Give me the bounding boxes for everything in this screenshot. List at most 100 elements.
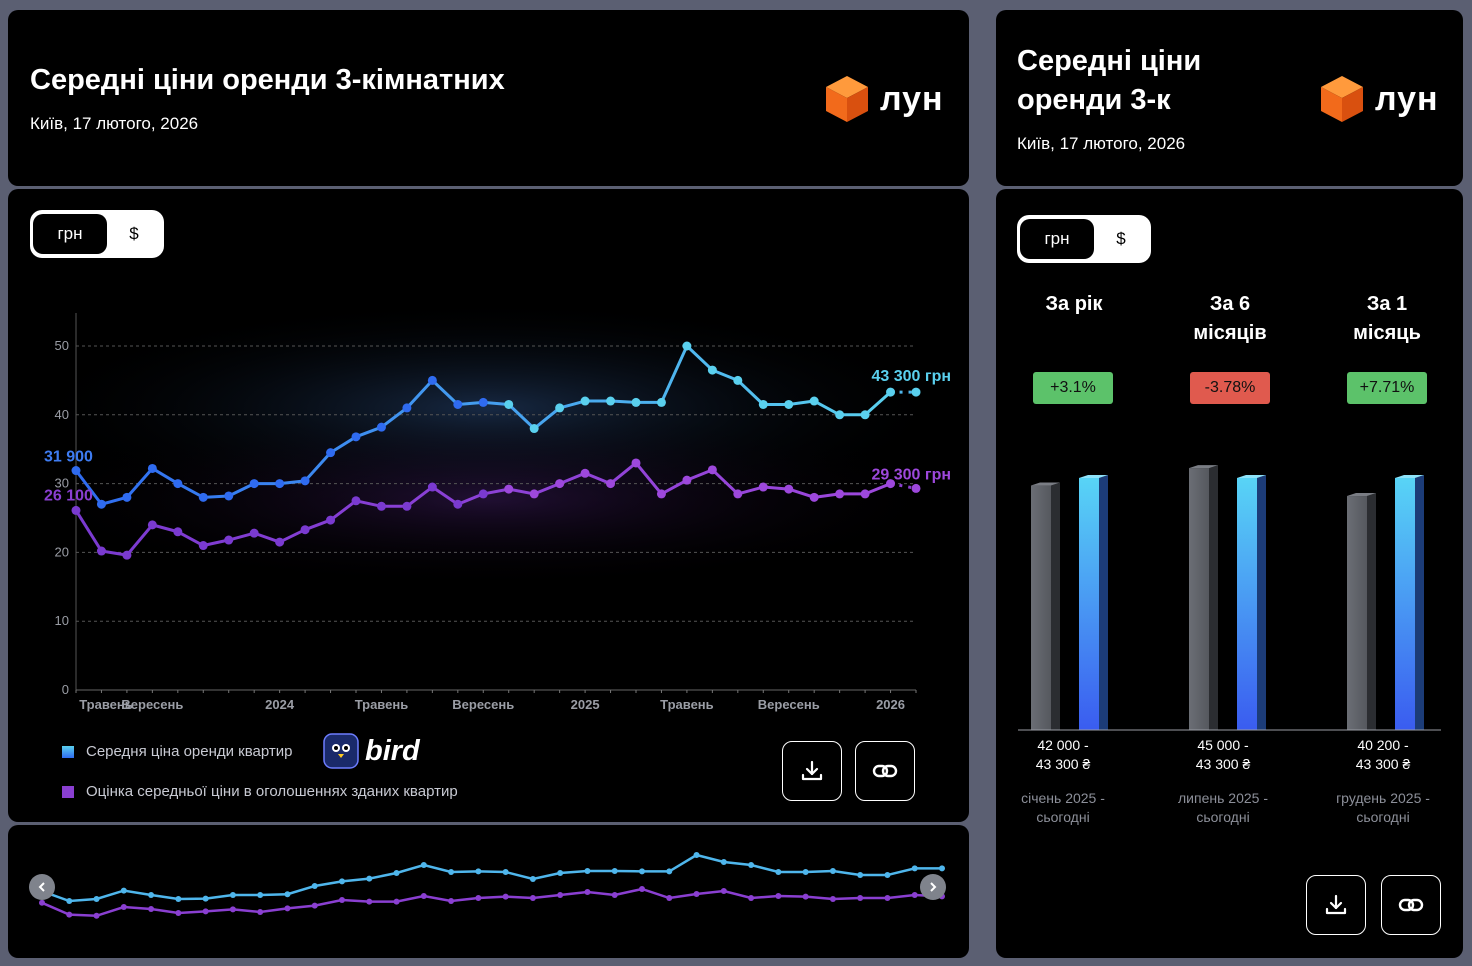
mini-data-point <box>66 898 73 904</box>
mini-data-point <box>175 896 182 902</box>
toggle-usd[interactable]: $ <box>129 224 139 243</box>
mini-data-point <box>720 859 727 865</box>
mini-line-chart[interactable] <box>8 825 969 958</box>
legend-item-estimate[interactable]: Оцінка середньої ціни в оголошеннях здан… <box>62 783 458 800</box>
data-point <box>71 505 81 515</box>
bar-new-top <box>1237 474 1266 478</box>
data-point <box>275 479 285 489</box>
data-point <box>478 397 488 407</box>
data-point <box>402 403 412 413</box>
toggle-uah[interactable]: грн <box>33 214 107 254</box>
mini-data-point <box>257 909 264 915</box>
mini-data-point <box>475 895 482 901</box>
legend-item-avg-rent[interactable]: Середня ціна оренди квартир <box>62 743 293 760</box>
data-point <box>249 479 259 489</box>
mini-data-point <box>175 910 182 916</box>
x-tick-label: Вересень <box>452 697 514 712</box>
data-point <box>682 475 692 485</box>
share-link-button[interactable] <box>855 741 915 801</box>
mini-data-point <box>584 889 591 895</box>
mini-data-point <box>229 892 236 898</box>
toggle-uah[interactable]: грн <box>1020 219 1094 259</box>
range-1m: 40 200 -43 300 ₴ <box>1355 737 1411 772</box>
x-tick-label: Травень <box>660 697 714 712</box>
data-point <box>351 432 361 442</box>
period-year: січень 2025 - сьогодні <box>1021 790 1105 825</box>
header-card-left: Середні ціни оренди 3-кімнатних Київ, 17… <box>8 10 969 186</box>
data-point <box>122 492 132 502</box>
data-point <box>758 399 768 409</box>
data-point <box>224 491 234 501</box>
bar-new-side <box>1415 474 1424 730</box>
page-title-right-line1: Середні ціни <box>1017 45 1202 77</box>
toggle-usd[interactable]: $ <box>1116 229 1126 248</box>
bar-old-value <box>1031 485 1051 730</box>
scroll-right-button[interactable] <box>920 874 946 900</box>
share-link-button-right[interactable] <box>1381 875 1441 935</box>
mini-data-point <box>93 896 100 902</box>
y-tick-label: 0 <box>62 682 69 697</box>
logo-text: лун <box>880 79 944 118</box>
download-button[interactable] <box>782 741 842 801</box>
mini-data-point <box>475 868 482 875</box>
range-navigator[interactable] <box>8 825 969 958</box>
download-button-right[interactable] <box>1306 875 1366 935</box>
mini-series-line <box>41 887 943 918</box>
data-point <box>580 468 590 478</box>
mini-data-point <box>420 862 427 868</box>
data-point <box>911 387 921 397</box>
data-point <box>275 537 285 547</box>
y-tick-label: 50 <box>55 338 69 353</box>
data-point <box>555 403 565 413</box>
data-point <box>71 466 81 476</box>
bar-old-top <box>1347 493 1376 497</box>
lun-cube-icon <box>1321 76 1363 122</box>
data-point <box>173 479 183 489</box>
currency-toggle-right[interactable]: грн $ <box>1017 215 1151 263</box>
mini-data-point <box>420 893 427 899</box>
x-tick-label: 2024 <box>265 697 295 712</box>
mini-data-point <box>693 891 700 897</box>
data-point <box>453 499 463 509</box>
change-badge-year: +3.1% <box>1033 372 1113 404</box>
link-icon <box>872 764 898 778</box>
col-head-1m: За 1 місяць <box>1353 293 1421 344</box>
data-point <box>682 341 692 351</box>
data-point <box>606 479 616 489</box>
bird-icon <box>323 733 359 769</box>
mini-data-point <box>148 892 155 898</box>
data-point <box>886 479 896 489</box>
mini-data-point <box>448 898 455 904</box>
mini-data-point <box>666 895 673 901</box>
mini-data-point <box>448 869 455 875</box>
mini-data-point <box>829 868 836 874</box>
legend-swatch-purple <box>62 785 74 798</box>
data-point <box>631 458 641 468</box>
mini-data-point <box>284 905 291 912</box>
mini-data-point <box>911 865 918 872</box>
y-tick-label: 10 <box>55 613 69 628</box>
data-point <box>835 489 845 499</box>
data-point <box>224 535 234 545</box>
mini-data-point <box>802 893 809 900</box>
page-title-right-line2: оренди 3-к <box>1017 84 1171 116</box>
currency-toggle[interactable]: грн $ <box>30 210 164 258</box>
comparison-bar-chart <box>1018 465 1441 731</box>
mini-data-point <box>748 895 755 901</box>
mini-data-point <box>93 912 100 919</box>
data-point <box>784 399 794 409</box>
x-tick-label: 2025 <box>571 697 600 712</box>
mini-data-point <box>557 892 564 898</box>
data-point <box>835 410 845 420</box>
mini-data-point <box>202 895 209 902</box>
series-end-label: 43 300 грн <box>872 368 951 385</box>
y-tick-label: 20 <box>55 544 69 559</box>
mini-data-point <box>748 862 755 868</box>
y-tick-label: 30 <box>55 476 69 491</box>
bar-old-value <box>1189 468 1209 730</box>
scroll-left-button[interactable] <box>29 874 55 900</box>
mini-data-point <box>339 897 345 903</box>
legend-swatch-blue <box>62 745 74 758</box>
bird-partner-logo: bird <box>323 733 420 769</box>
